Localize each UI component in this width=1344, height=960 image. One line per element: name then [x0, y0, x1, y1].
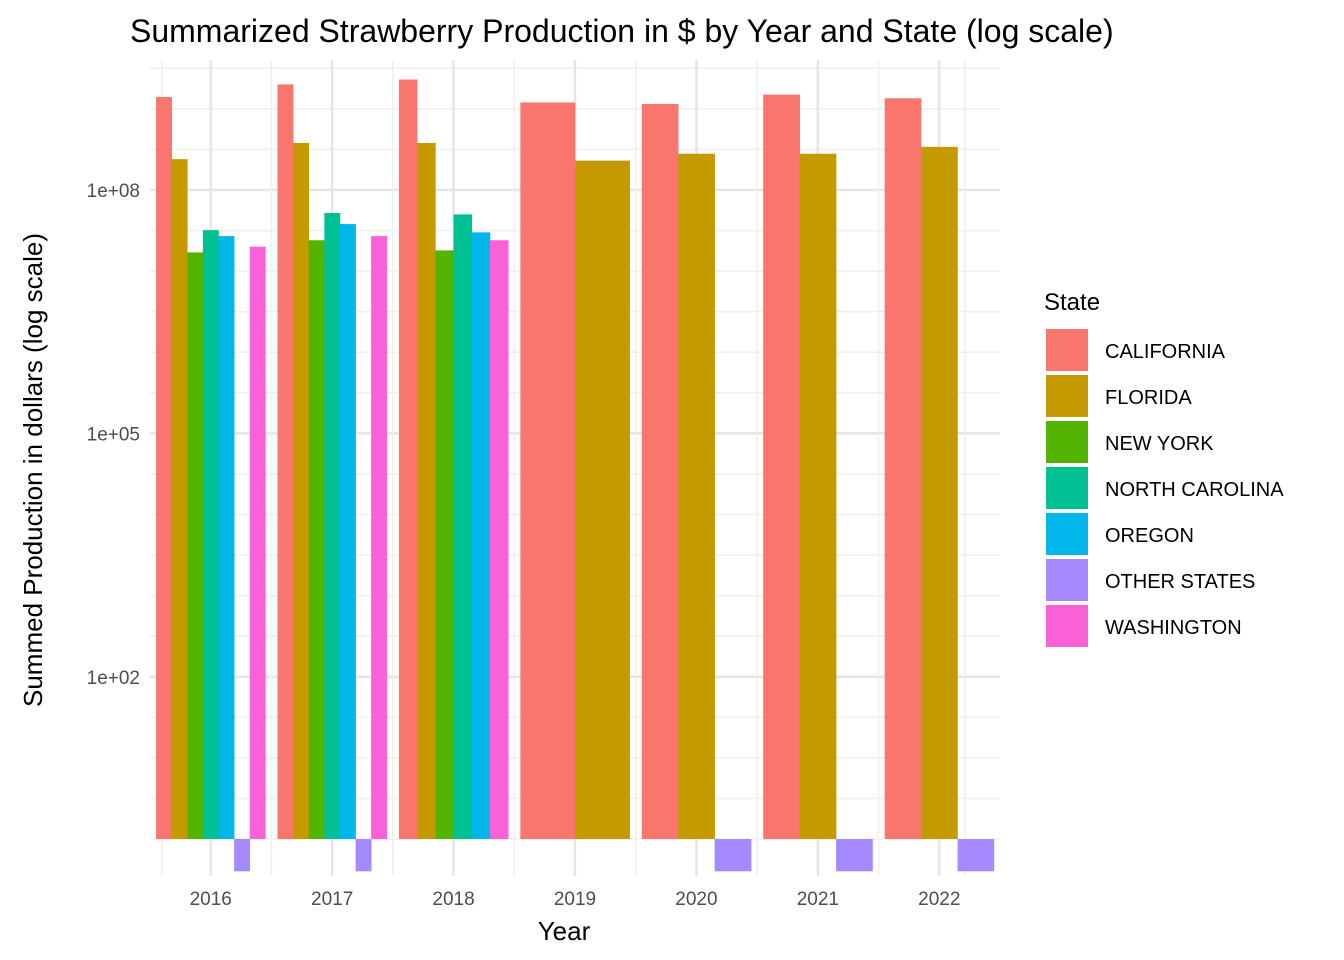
- bar-florida-2017: [293, 142, 310, 840]
- y-tick-label: 1e+02: [87, 668, 140, 689]
- legend-swatch-new-york: [1046, 421, 1088, 463]
- bar-california-2018: [398, 79, 418, 840]
- bar-washington-2018: [490, 240, 509, 840]
- bar-florida-2018: [417, 142, 436, 840]
- bar-washington-2017: [371, 236, 388, 840]
- legend-swatch-oregon: [1046, 513, 1088, 555]
- bar-washington-2016: [249, 246, 266, 840]
- x-tick-label: 2020: [675, 889, 717, 910]
- bar-california-2020: [641, 103, 679, 840]
- legend-swatch-california: [1046, 329, 1088, 371]
- x-tick-label: 2019: [554, 889, 596, 910]
- bar-other-states-2016: [234, 839, 251, 872]
- bar-california-2019: [520, 102, 576, 840]
- bar-california-2017: [277, 84, 294, 840]
- bar-other-states-2021: [836, 839, 873, 872]
- bar-other-states-2022: [957, 839, 995, 872]
- bar-florida-2022: [921, 146, 958, 840]
- x-tick-label: 2022: [918, 889, 960, 910]
- bar-other-states-2017: [355, 839, 372, 872]
- bar-new-york-2017: [308, 240, 325, 840]
- bar-north-carolina-2018: [453, 214, 473, 840]
- legend-title: State: [1044, 289, 1100, 316]
- chart-title: Summarized Strawberry Production in $ by…: [130, 13, 1114, 49]
- legend-label: NORTH CAROLINA: [1105, 479, 1284, 501]
- x-tick-label: 2018: [432, 889, 474, 910]
- bar-california-2016: [156, 96, 172, 840]
- x-axis-title: Year: [538, 916, 591, 946]
- x-tick-label: 2017: [311, 889, 353, 910]
- bar-north-carolina-2016: [202, 230, 219, 840]
- bar-oregon-2018: [471, 232, 491, 840]
- bar-new-york-2016: [187, 252, 204, 840]
- legend-label: CALIFORNIA: [1105, 341, 1226, 363]
- x-tick-label: 2016: [190, 889, 232, 910]
- legend-label: WASHINGTON: [1105, 617, 1242, 639]
- x-axis: 2016 2017 2018 2019 2020 2021 2022: [190, 889, 961, 910]
- bar-florida-2019: [575, 160, 630, 840]
- bar-florida-2016: [171, 159, 188, 840]
- bar-florida-2020: [678, 153, 715, 840]
- bar-florida-2021: [799, 153, 837, 840]
- y-tick-label: 1e+08: [87, 181, 140, 202]
- bar-new-york-2018: [435, 250, 454, 840]
- legend-swatch-north-carolina: [1046, 467, 1088, 509]
- legend-swatch-other-states: [1046, 559, 1088, 601]
- x-tick-label: 2021: [797, 889, 839, 910]
- bar-oregon-2017: [339, 224, 356, 840]
- legend-swatch-washington: [1046, 605, 1088, 647]
- bars-layer: [156, 79, 995, 872]
- legend-label: OREGON: [1105, 525, 1194, 547]
- y-axis: 1e+02 1e+05 1e+08: [87, 181, 140, 689]
- bar-california-2021: [763, 94, 800, 840]
- y-axis-title: Summed Production in dollars (log scale): [18, 233, 48, 707]
- bar-other-states-2020: [714, 839, 752, 872]
- y-tick-label: 1e+05: [87, 424, 140, 445]
- legend-label: OTHER STATES: [1105, 571, 1255, 593]
- bar-oregon-2016: [218, 236, 235, 840]
- legend-label: FLORIDA: [1105, 387, 1192, 409]
- legend-label: NEW YORK: [1105, 433, 1214, 455]
- legend-swatch-florida: [1046, 375, 1088, 417]
- legend: State CALIFORNIA FLORIDA NEW YORK NORTH CAR…: [1044, 289, 1284, 647]
- bar-california-2022: [884, 98, 922, 840]
- bar-north-carolina-2017: [324, 213, 341, 840]
